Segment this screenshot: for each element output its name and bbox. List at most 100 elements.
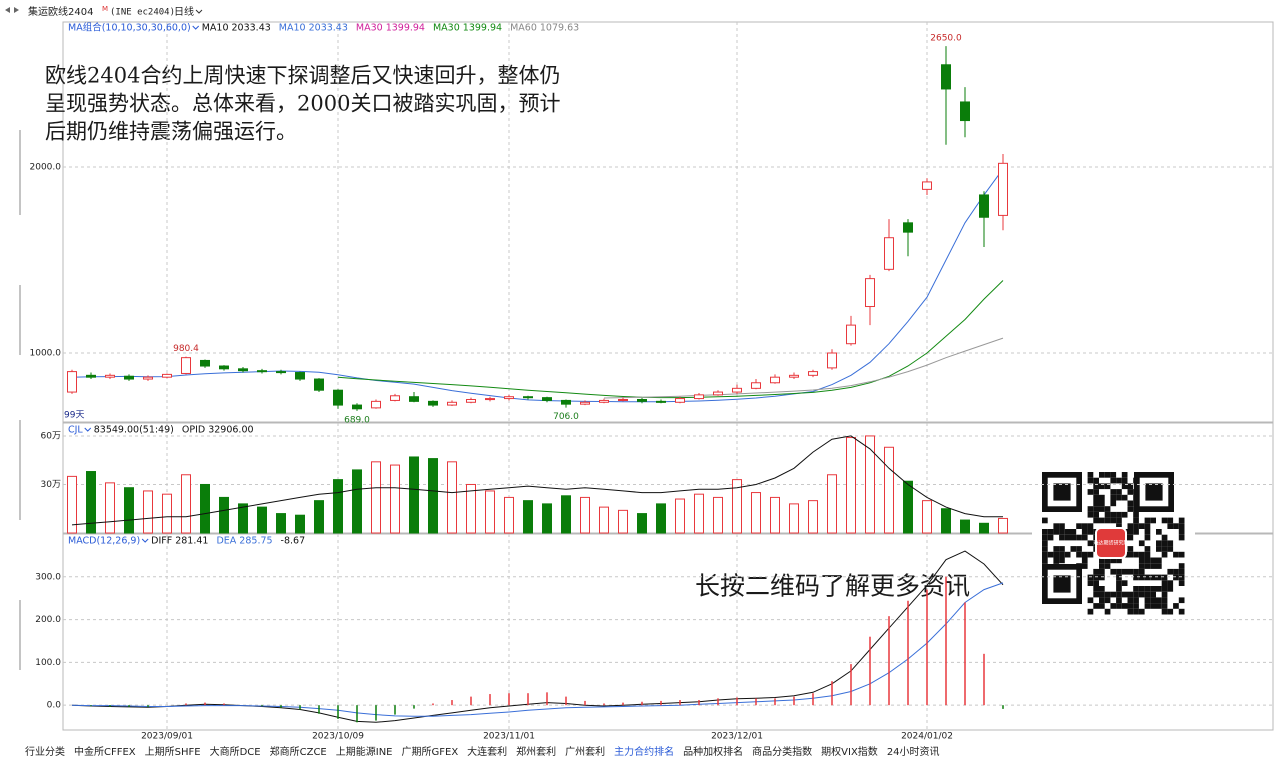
legend-dropdown[interactable]	[192, 25, 200, 30]
qr-cell	[1133, 568, 1139, 575]
qr-cell	[1099, 500, 1105, 507]
qr-cell	[1087, 597, 1094, 604]
tab[interactable]: 24小时资讯	[887, 746, 940, 758]
tab[interactable]: 郑商所CZCE	[270, 745, 327, 758]
volume-bar	[276, 513, 286, 534]
qr-cell	[1047, 529, 1054, 535]
tab[interactable]: 商品分类指数	[752, 745, 812, 758]
qr-cell	[1150, 563, 1156, 569]
qr-cell	[1070, 529, 1077, 535]
qr-cell	[1127, 603, 1134, 609]
legend-entry: DIFF 281.41	[151, 536, 208, 547]
qr-cell	[1178, 563, 1185, 569]
volume-bar	[941, 508, 951, 534]
tab[interactable]: 郑州套利	[516, 745, 556, 758]
qr-cell	[1121, 591, 1128, 598]
tab[interactable]: 广期所GFEX	[402, 746, 459, 758]
tab[interactable]: 大商所DCE	[210, 745, 261, 758]
qr-cell	[1127, 529, 1134, 535]
candle-body	[257, 370, 267, 373]
qr-cell	[1150, 586, 1156, 592]
qr-cell	[1133, 529, 1139, 535]
qr-cell	[1156, 603, 1162, 609]
legend-dropdown[interactable]	[141, 538, 149, 543]
qr-cell	[1087, 580, 1094, 586]
qr-cell	[1099, 591, 1105, 598]
period-selector[interactable]: 日线	[174, 5, 194, 18]
tab[interactable]: 上期能源INE	[336, 745, 393, 758]
qr-cell	[1127, 506, 1134, 512]
qr-cell	[1076, 551, 1082, 558]
tab[interactable]: 期权VIX指数	[821, 745, 878, 758]
qr-cell	[1110, 472, 1117, 478]
qr-cell	[1121, 568, 1128, 575]
qr-cell	[1099, 483, 1105, 490]
tab[interactable]: 主力合约排名	[614, 745, 674, 758]
volume-bar	[200, 483, 210, 534]
qr-cell	[1173, 523, 1179, 529]
qr-cell	[1093, 517, 1099, 524]
qr-cell	[1138, 563, 1145, 569]
y-tick-label: 200.0	[35, 615, 61, 625]
qr-cell	[1070, 546, 1077, 552]
qr-cell	[1161, 591, 1168, 598]
tab[interactable]: 广州套利	[565, 745, 605, 758]
candle-body	[67, 371, 77, 393]
tab[interactable]: 中金所CFFEX	[74, 745, 136, 758]
volume-bar	[903, 480, 913, 534]
qr-cell	[1178, 574, 1185, 581]
tab[interactable]: 品种加权排名	[683, 745, 743, 758]
qr-cell	[1070, 534, 1077, 541]
qr-cell	[1116, 511, 1122, 518]
qr-cell	[1156, 574, 1162, 581]
qr-cell	[1076, 534, 1082, 541]
candle-body	[808, 371, 818, 376]
qr-cell	[1161, 608, 1168, 615]
qr-cell	[1127, 500, 1134, 507]
qr-cell	[1081, 557, 1088, 564]
qr-cell	[1116, 574, 1122, 581]
volume-bar	[447, 461, 457, 534]
dropdown-arrow[interactable]	[195, 9, 203, 14]
volume-bar	[67, 475, 77, 534]
qr-cell	[1161, 597, 1168, 604]
candle-body	[998, 162, 1008, 216]
tab[interactable]: 行业分类	[25, 745, 65, 758]
range-label: 99天	[64, 411, 84, 421]
candle-body	[637, 398, 647, 402]
qr-cell	[1059, 523, 1065, 529]
qr-cell	[1127, 551, 1134, 558]
qr-cell	[1042, 540, 1048, 547]
qr-cell	[1121, 483, 1128, 490]
qr-cell	[1099, 557, 1105, 564]
qr-cell	[1167, 546, 1174, 552]
qr-cell	[1042, 534, 1048, 541]
qr-cell	[1059, 557, 1065, 564]
qr-cell	[1059, 529, 1065, 535]
qr-cell	[1099, 563, 1105, 569]
qr-cell	[1144, 563, 1151, 569]
y-tick-label: 60万	[41, 431, 61, 441]
qr-cell	[1110, 603, 1117, 609]
candle-body	[694, 394, 704, 400]
volume-bar	[751, 492, 761, 534]
qr-cell	[1099, 574, 1105, 581]
volume-bar	[599, 506, 609, 534]
candle-body	[580, 401, 590, 405]
volume-bar	[922, 500, 932, 534]
tab[interactable]: 上期所SHFE	[145, 746, 201, 758]
legend-dropdown[interactable]	[84, 427, 92, 432]
contract-title: 集运欧线2404	[28, 5, 93, 18]
candle-body	[941, 64, 951, 90]
qr-cell	[1093, 500, 1099, 507]
candle-body	[219, 365, 229, 370]
qr-cell	[1156, 557, 1162, 564]
annotation-line: 欧线2404合约上周快速下探调整后又快速回升，整体仍	[45, 64, 560, 88]
qr-cell	[1127, 568, 1134, 575]
qr-cell	[1116, 477, 1122, 484]
qr-cell	[1087, 511, 1094, 518]
tab[interactable]: 大连套利	[467, 745, 507, 758]
volume-bar	[713, 496, 723, 534]
qr-cell	[1053, 557, 1060, 564]
nav-icon[interactable]	[5, 7, 19, 13]
